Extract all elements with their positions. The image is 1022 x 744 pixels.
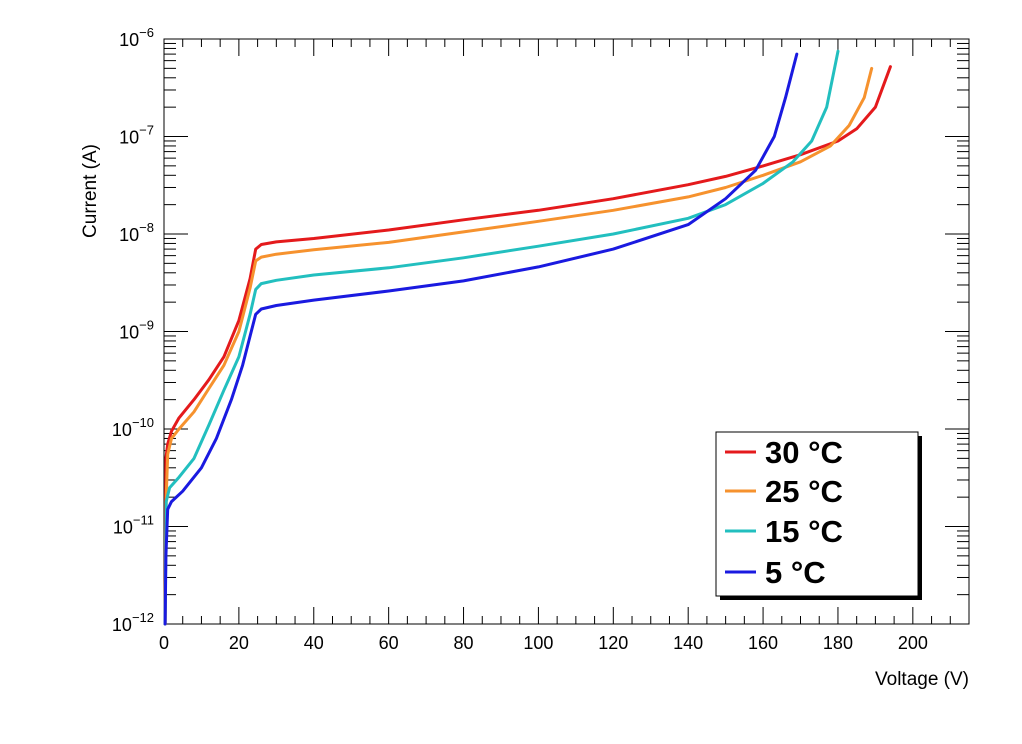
x-tick-label: 160 [748,633,778,653]
y-tick-exponent: −7 [139,123,154,138]
series-line [163,65,892,626]
y-tick-base: 10 [119,30,139,50]
y-tick-base: 10 [112,420,132,440]
legend-label: 15 °C [765,514,843,549]
x-tick-label: 20 [229,633,249,653]
legend-box [715,431,919,597]
y-tick-base: 10 [119,323,139,343]
y-tick-base: 10 [113,518,133,538]
series-line [163,52,799,626]
x-tick-label: 180 [823,633,853,653]
y-tick-label: 10−7 [119,123,154,148]
x-tick-label: 60 [379,633,399,653]
legend-label: 5 °C [765,555,826,590]
y-tick-label: 10−6 [119,25,154,50]
x-tick-label: 40 [304,633,324,653]
y-tick-base: 10 [119,225,139,245]
y-tick-exponent: −9 [139,318,154,333]
y-tick-label: 10−12 [112,610,154,635]
x-tick-label: 120 [598,633,628,653]
y-tick-exponent: −11 [133,513,154,528]
y-tick-label: 10−9 [119,318,154,343]
legend-label: 30 °C [765,435,843,470]
series-line [163,66,874,626]
y-tick-base: 10 [119,128,139,148]
y-tick-exponent: −8 [139,220,154,235]
y-tick-exponent: −6 [139,25,154,40]
y-tick-label: 10−11 [113,513,154,538]
x-tick-label: 140 [673,633,703,653]
series-line [163,49,840,626]
legend-label: 25 °C [765,474,843,509]
x-tick-label: 100 [523,633,553,653]
y-tick-base: 10 [112,615,132,635]
x-axis-title: Voltage (V) [875,669,969,690]
y-tick-exponent: −12 [132,610,154,625]
x-tick-label: 80 [454,633,474,653]
y-tick-label: 10−8 [119,220,154,245]
y-axis-title: Current (A) [80,144,101,238]
y-tick-label: 10−10 [112,415,154,440]
x-tick-label: 200 [898,633,928,653]
x-tick-label: 0 [159,633,169,653]
y-tick-exponent: −10 [132,415,154,430]
